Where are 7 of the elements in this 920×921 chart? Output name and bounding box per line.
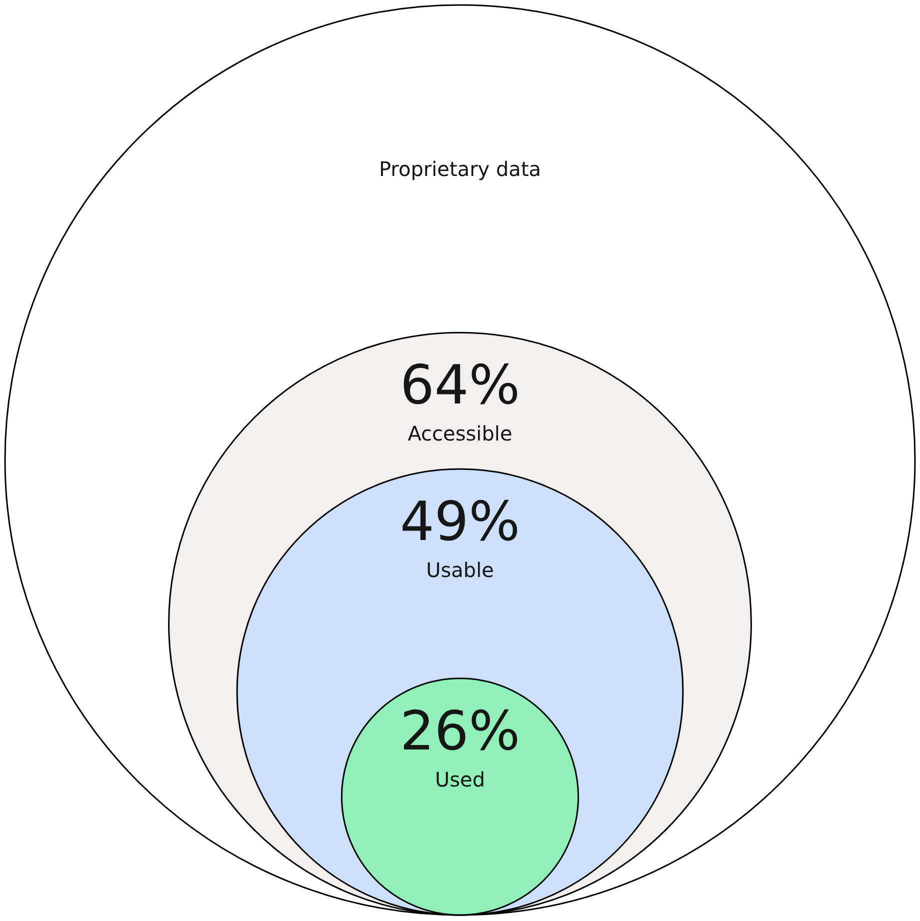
- data-label: 64%: [400, 354, 520, 417]
- data-label: 26%: [400, 699, 520, 762]
- data-label: 49%: [400, 490, 520, 554]
- category-label: Accessible: [408, 422, 512, 446]
- category-label: Used: [434, 767, 486, 792]
- category-label: Usable: [426, 558, 494, 582]
- category-label: Proprietary data: [378, 157, 542, 181]
